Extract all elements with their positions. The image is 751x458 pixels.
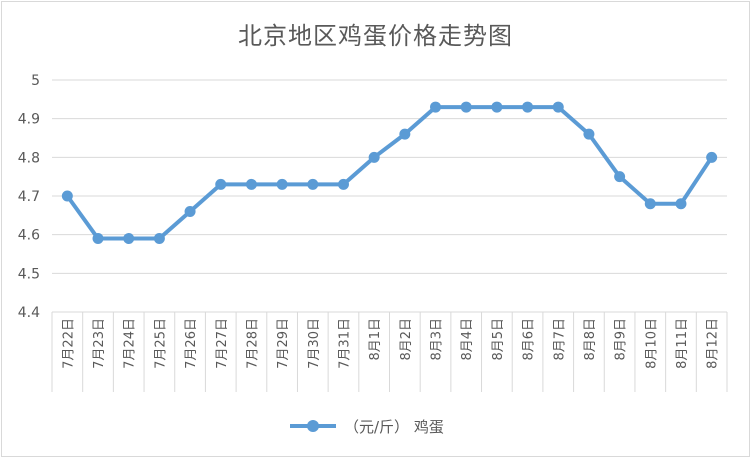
legend-marker-icon xyxy=(290,420,336,432)
data-point-10 xyxy=(368,151,380,163)
data-point-7 xyxy=(276,178,288,190)
x-axis: 7月22日 7月23日 7月24日 7月25日 7月26日 7月27日 7月28日 7月29日… xyxy=(51,312,728,392)
x-tick-label: 7月28日 xyxy=(245,318,260,369)
x-tick-label: 8月9日 xyxy=(614,318,629,361)
data-point-1 xyxy=(92,233,104,245)
x-tick-label: 7月24日 xyxy=(123,318,138,369)
y-axis-ticks: 4.4 4.5 4.6 4.7 4.8 4.9 5 xyxy=(18,73,40,321)
y-tick-label: 4.4 xyxy=(18,305,40,321)
data-point-17 xyxy=(583,128,595,140)
y-tick-label: 4.9 xyxy=(18,112,40,128)
x-tick-label: 8月2日 xyxy=(399,318,414,361)
x-tick-label: 7月26日 xyxy=(184,318,199,369)
chart-title: 北京地区鸡蛋价格走势图 xyxy=(238,22,513,50)
x-tick-label: 7月27日 xyxy=(215,318,230,369)
x-tick-label: 7月31日 xyxy=(337,318,352,369)
data-point-19 xyxy=(644,198,656,210)
x-tick-label: 8月11日 xyxy=(675,318,690,369)
data-point-15 xyxy=(522,101,534,113)
y-tick-label: 4.8 xyxy=(18,150,40,166)
y-tick-label: 4.6 xyxy=(18,228,40,244)
data-point-12 xyxy=(430,101,442,113)
x-tick-label: 8月3日 xyxy=(430,318,445,361)
data-point-9 xyxy=(337,178,349,190)
data-point-21 xyxy=(706,151,718,163)
legend-label: （元/斤） 鸡蛋 xyxy=(344,417,444,436)
y-tick-label: 4.5 xyxy=(18,266,40,282)
x-tick-label: 8月10日 xyxy=(644,318,659,369)
data-point-4 xyxy=(184,205,196,217)
y-tick-label: 4.7 xyxy=(18,189,40,205)
data-point-11 xyxy=(399,128,411,140)
legend: （元/斤） 鸡蛋 xyxy=(290,414,444,438)
data-point-13 xyxy=(460,101,472,113)
x-tick-label: 8月6日 xyxy=(522,318,537,361)
gridlines xyxy=(52,79,727,313)
x-tick-label: 8月7日 xyxy=(552,318,567,361)
data-point-6 xyxy=(245,178,257,190)
x-tick-label: 8月12日 xyxy=(706,318,721,369)
data-point-14 xyxy=(491,101,503,113)
x-tick-label: 8月4日 xyxy=(460,318,475,361)
x-tick-label: 8月8日 xyxy=(583,318,598,361)
x-tick-label: 8月1日 xyxy=(368,318,383,361)
data-point-3 xyxy=(153,233,165,245)
y-tick-label: 5 xyxy=(31,73,40,89)
x-tick-label: 8月5日 xyxy=(491,318,506,361)
data-point-20 xyxy=(675,198,687,210)
x-tick-label: 7月23日 xyxy=(92,318,107,369)
data-point-0 xyxy=(61,190,73,202)
data-point-8 xyxy=(307,178,319,190)
series-line xyxy=(65,105,714,241)
data-point-5 xyxy=(215,178,227,190)
series-egg xyxy=(61,101,718,245)
x-tick-label: 7月30日 xyxy=(307,318,322,369)
data-point-16 xyxy=(552,101,564,113)
data-point-18 xyxy=(614,171,626,183)
x-tick-label: 7月25日 xyxy=(153,318,168,369)
x-tick-label: 7月22日 xyxy=(61,318,76,369)
data-point-2 xyxy=(123,233,135,245)
x-tick-label: 7月29日 xyxy=(276,318,291,369)
